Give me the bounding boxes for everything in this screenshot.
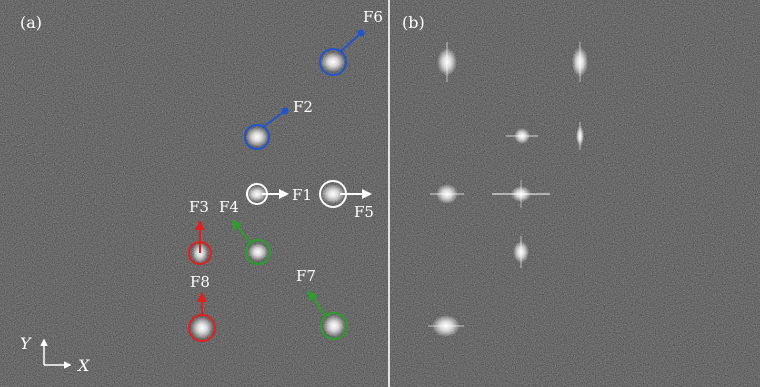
axis-indicator: Y X xyxy=(20,334,90,375)
spot-f1 xyxy=(321,184,345,204)
arrow-f7 xyxy=(307,290,326,316)
x-axis-label: X xyxy=(76,356,90,375)
label-f5: F5 xyxy=(354,203,374,221)
arrow-f6 xyxy=(339,32,362,53)
b-spot-mid-right xyxy=(576,122,584,150)
feature-f4: F4 xyxy=(219,198,271,265)
arrow-head-f6 xyxy=(357,29,365,37)
label-f3: F3 xyxy=(189,198,209,216)
panel-b-spots xyxy=(428,42,588,337)
label-f1: F1 xyxy=(292,186,312,204)
circle-f4 xyxy=(245,239,271,265)
b-spot-mid-center xyxy=(506,128,538,144)
feature-f8: F8 xyxy=(188,273,216,342)
label-f4: F4 xyxy=(219,198,239,216)
arrow-f4 xyxy=(231,219,253,245)
b-spot-lower-center xyxy=(513,236,529,268)
b-spot-center-left xyxy=(430,184,464,204)
spot-f8 xyxy=(191,317,213,339)
panel-a-label: (a) xyxy=(20,13,42,32)
b-spot-center xyxy=(492,180,550,208)
spot-f6 xyxy=(321,52,345,72)
feature-f5: F5 xyxy=(319,180,374,221)
label-f8: F8 xyxy=(190,273,210,291)
feature-f7: F7 xyxy=(296,267,348,340)
panel-b-label: (b) xyxy=(402,13,425,32)
arrow-f2 xyxy=(262,110,286,128)
b-spot-bottom-left xyxy=(428,315,464,337)
label-f2: F2 xyxy=(293,98,313,116)
feature-f6: F6 xyxy=(319,8,383,76)
spot-f4 xyxy=(248,243,268,261)
b-spot-top-right xyxy=(572,42,588,82)
spot-f2 xyxy=(246,127,268,147)
circle-f2 xyxy=(244,124,270,150)
circle-f6 xyxy=(319,48,347,76)
feature-f2: F2 xyxy=(244,98,313,150)
y-axis-label: Y xyxy=(20,334,32,353)
label-f7: F7 xyxy=(296,267,316,285)
b-spot-top-left xyxy=(437,42,457,82)
feature-f3: F3 xyxy=(188,198,212,265)
label-f6: F6 xyxy=(363,8,383,26)
panel-a-spots xyxy=(191,52,345,339)
arrow-head-f2 xyxy=(281,107,289,115)
spot-center xyxy=(247,186,267,202)
feature-f1: F1 xyxy=(246,183,312,205)
circle-f7 xyxy=(320,312,348,340)
spot-f7 xyxy=(323,315,345,337)
